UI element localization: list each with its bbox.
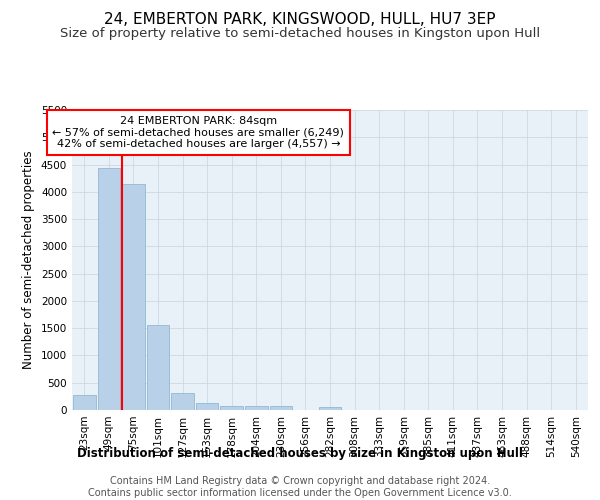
Text: Size of property relative to semi-detached houses in Kingston upon Hull: Size of property relative to semi-detach…: [60, 28, 540, 40]
Bar: [196, 403, 218, 410]
Bar: [146, 325, 169, 410]
Bar: [171, 392, 194, 410]
Bar: [98, 168, 120, 410]
Bar: [319, 406, 341, 410]
Text: Contains HM Land Registry data © Crown copyright and database right 2024.
Contai: Contains HM Land Registry data © Crown c…: [88, 476, 512, 498]
Bar: [122, 184, 145, 410]
Bar: [220, 406, 243, 410]
Text: 24, EMBERTON PARK, KINGSWOOD, HULL, HU7 3EP: 24, EMBERTON PARK, KINGSWOOD, HULL, HU7 …: [104, 12, 496, 28]
Text: 24 EMBERTON PARK: 84sqm
← 57% of semi-detached houses are smaller (6,249)
42% of: 24 EMBERTON PARK: 84sqm ← 57% of semi-de…: [52, 116, 344, 149]
Text: Distribution of semi-detached houses by size in Kingston upon Hull: Distribution of semi-detached houses by …: [77, 448, 523, 460]
Bar: [73, 394, 95, 410]
Bar: [245, 406, 268, 410]
Y-axis label: Number of semi-detached properties: Number of semi-detached properties: [22, 150, 35, 370]
Bar: [269, 406, 292, 410]
